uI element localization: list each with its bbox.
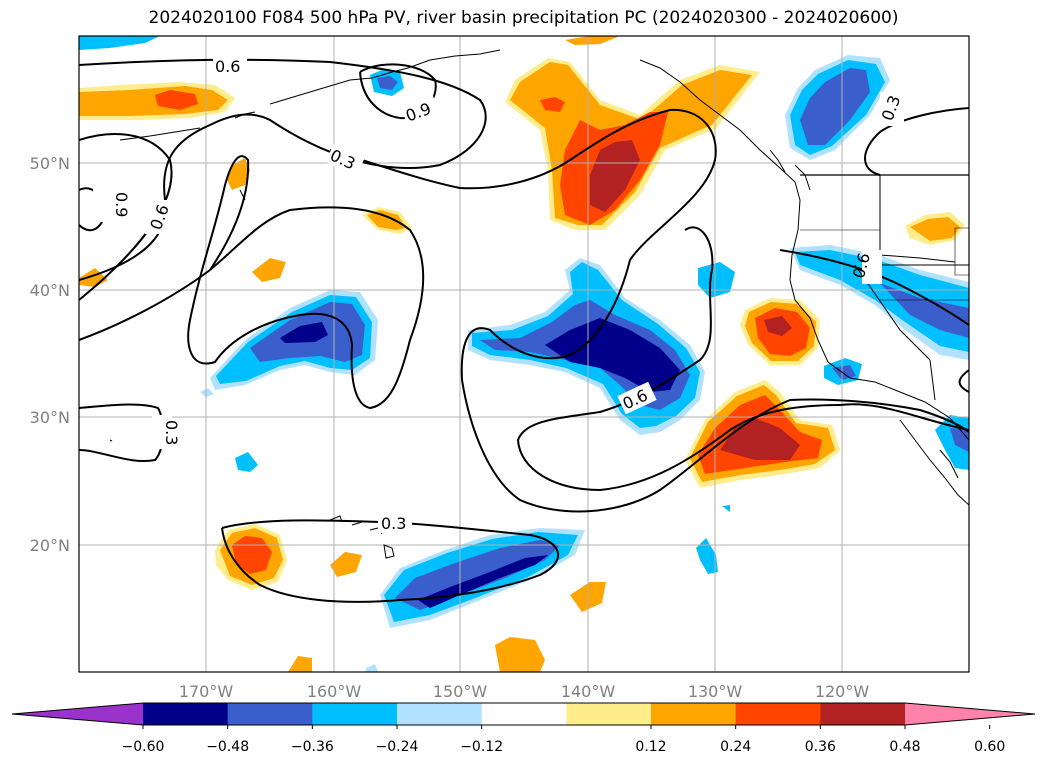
colorbar-tick-label: 0.24 [720,739,751,755]
longitude-labels: 170°W 160°W 150°W 140°W 130°W 120°W [179,682,870,701]
colorbar-tick-label: −0.12 [460,739,503,755]
pv-contour-small-east [958,369,969,393]
colorbar-segment [566,703,652,725]
colorbar-extend-low [12,703,143,725]
colorbar-tick-label: −0.48 [206,739,249,755]
colorbar-extend-high [905,703,1035,725]
lon-label: 120°W [815,682,870,701]
contour-label: 0.3 [381,514,406,533]
map-frame [78,35,970,673]
precip-fill-layer [79,36,969,672]
lat-label: 20°N [30,536,70,555]
colorbar-segment [227,703,313,725]
map-title: 2024020100 F084 500 hPa PV, river basin … [148,8,899,28]
lon-label: 130°W [688,682,743,701]
precip-region-gulf-alaska-positive [505,58,760,230]
lon-label: 160°W [307,682,362,701]
pv-contour-0.6-west [79,133,173,301]
colorbar-segment [651,703,737,725]
colorbar-segment [312,703,398,725]
lat-label: 50°N [30,154,70,173]
precip-region-west-positive [79,82,235,120]
colorbar-tick-label: −0.24 [376,739,419,755]
precip-region-south-negative [380,528,585,628]
lon-label: 170°W [179,682,234,701]
colorbar-segment [735,703,821,725]
precip-region-california-negative [790,245,969,470]
pv-contour-0.6-main [329,108,969,513]
contour-label: 0.3 [162,420,181,445]
lat-label: 40°N [30,281,70,300]
lon-label: 150°W [433,682,488,701]
colorbar: −0.60 −0.48 −0.36 −0.24 −0.12 0.12 0.24 0.36 0.4… [11,702,1036,755]
pv-contour-tail [839,403,969,431]
precip-region-west-central-negative [200,290,378,397]
contour-label: 0.6 [215,57,240,76]
colorbar-tick-label: −0.60 [122,739,165,755]
colorbar-tick-label: 0.60 [974,739,1005,755]
pv-contours [79,58,969,603]
colorbar-segment [820,703,906,725]
pv-contour-0.6-north [79,58,487,281]
pv-contour-0.3-central [79,155,425,410]
colorbar-segment [481,703,567,725]
lat-label: 30°N [30,408,70,427]
lon-label: 140°W [561,682,616,701]
latitude-labels: 50°N 40°N 30°N 20°N [30,154,70,555]
graticule [79,36,969,672]
pv-contour-0.3-hawaii [221,519,560,603]
colorbar-tick-label: 0.36 [805,739,836,755]
contour-label: 0.9 [112,192,131,217]
precip-region-california-offshore-positive [740,298,820,365]
pv-contour-0.3-northeast [864,107,969,176]
colorbar-tick-label: 0.48 [889,739,920,755]
pv-contour-0.6-inner [516,226,841,492]
colorbar-tick-label: −0.36 [291,739,334,755]
colorbar-segment [143,703,229,725]
precip-region-bc-coast-negative [785,55,890,160]
precip-region-southeast-positive [685,380,840,488]
colorbar-segment [397,703,483,725]
pv-contour-0.6-east [779,249,969,326]
colorbar-tick-label: 0.12 [635,739,666,755]
